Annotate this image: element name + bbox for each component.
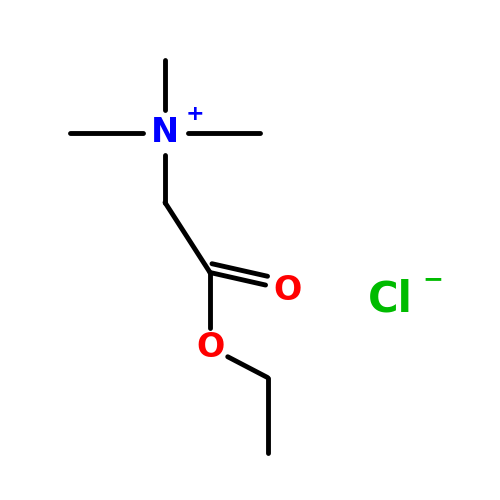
- Text: O: O: [196, 331, 224, 364]
- Text: Cl: Cl: [368, 279, 412, 321]
- Text: −: −: [422, 267, 443, 291]
- Text: O: O: [274, 274, 301, 306]
- Text: N: N: [151, 116, 179, 149]
- Text: +: +: [186, 104, 204, 124]
